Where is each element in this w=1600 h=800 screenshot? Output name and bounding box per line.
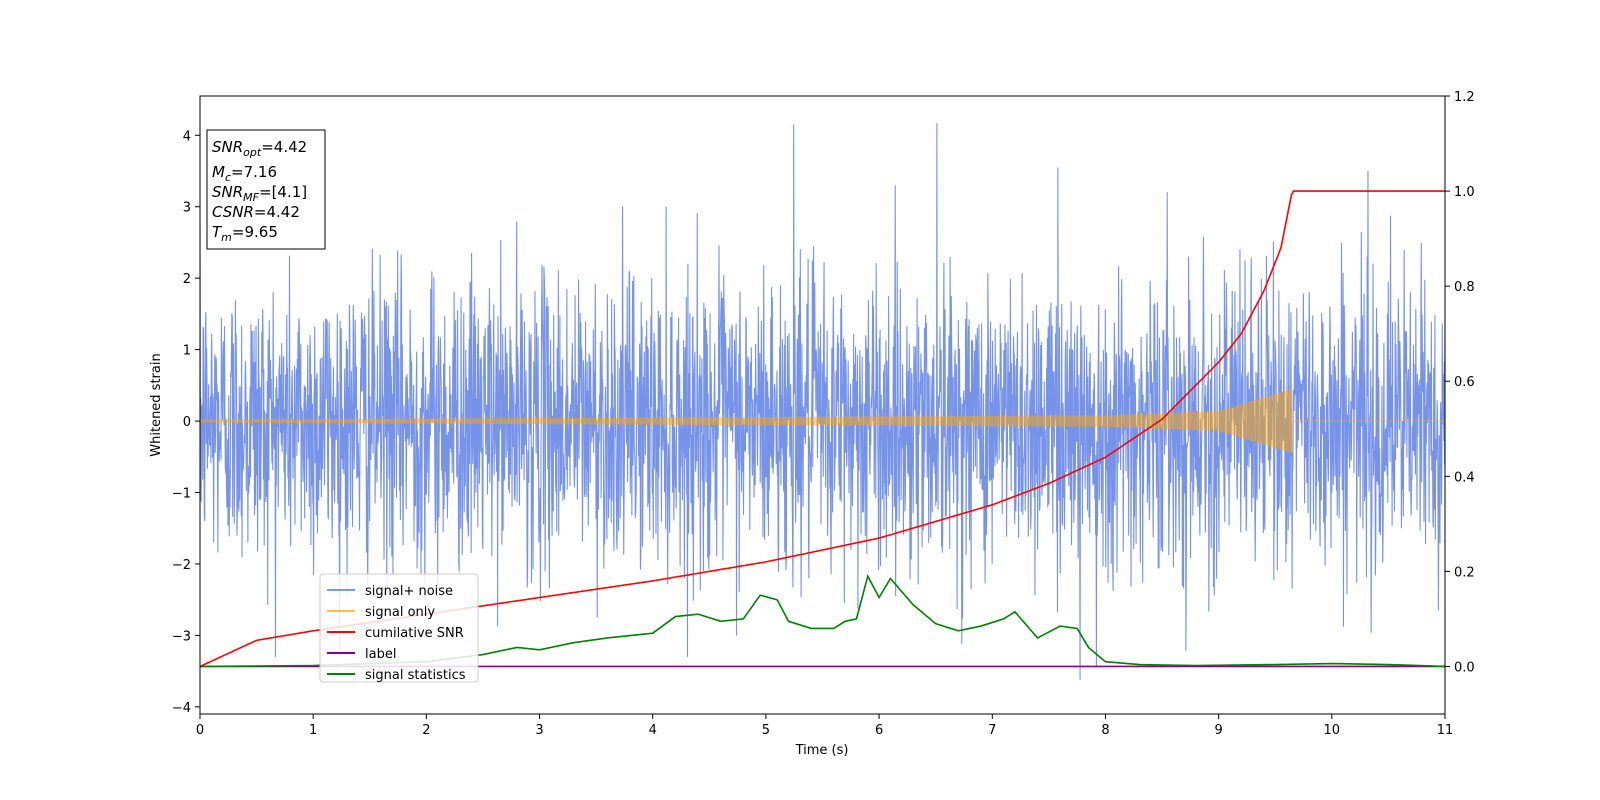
y2-tick-label: 0.2 <box>1454 565 1475 580</box>
info-subscript: opt <box>243 146 262 159</box>
signal-noise-series <box>200 123 1445 680</box>
x-tick-label: 2 <box>422 723 430 738</box>
y-tick-label: −2 <box>172 558 191 573</box>
legend-label: signal+ noise <box>365 584 453 599</box>
y2-tick-label: 0.6 <box>1454 375 1475 390</box>
legend-label: label <box>365 647 396 662</box>
x-tick-label: 0 <box>196 723 204 738</box>
y-tick-label: −1 <box>172 487 191 502</box>
info-value: =[4.1] <box>259 183 307 201</box>
y-axis-ticks: 4 3 2 1 0 −1 −2 −3 −4 <box>172 129 200 716</box>
y-tick-label: 0 <box>183 415 191 430</box>
signal-statistics-line <box>200 573 1445 668</box>
y-tick-label: 1 <box>183 344 191 359</box>
x-tick-label: 1 <box>309 723 317 738</box>
info-symbol: CSNR <box>212 203 254 221</box>
y2-axis-ticks: 1.2 1.0 0.8 0.6 0.4 0.2 0.0 <box>1445 90 1475 675</box>
x-axis-label: Time (s) <box>795 743 849 758</box>
signal-only-line <box>200 389 1445 454</box>
info-symbol: T <box>212 223 223 241</box>
legend-label: signal statistics <box>365 668 466 683</box>
legend-label: signal only <box>365 605 435 620</box>
y2-tick-label: 0.8 <box>1454 280 1475 295</box>
y-tick-label: −3 <box>172 629 191 644</box>
legend-frame <box>319 573 479 683</box>
signal-only-series <box>200 389 1445 454</box>
y2-tick-label: 0.0 <box>1454 660 1475 675</box>
info-box-line: Mc=7.16 <box>212 163 277 184</box>
info-box: SNRopt=4.42Mc=7.16SNRMF=[4.1]CSNR=4.42Tm… <box>206 129 326 250</box>
y2-tick-label: 0.4 <box>1454 470 1475 485</box>
info-value: =4.42 <box>254 203 300 221</box>
legend: signal+ noise signal only cumilative SNR la… <box>319 573 479 683</box>
info-subscript: MF <box>243 191 259 204</box>
info-box-line: Tm=9.65 <box>212 223 278 244</box>
info-box-frame <box>206 129 326 250</box>
info-box-line: CSNR=4.42 <box>212 203 300 221</box>
info-box-line: SNRopt=4.42 <box>212 138 307 159</box>
x-axis-ticks: 0 1 2 3 4 5 6 7 8 9 10 11 <box>196 714 1453 738</box>
y-tick-label: 3 <box>183 201 191 216</box>
info-symbol: SNR <box>212 138 243 156</box>
legend-label: cumilative SNR <box>365 626 464 641</box>
y-tick-label: 2 <box>183 272 191 287</box>
plot-frame <box>199 95 1446 715</box>
info-subscript: m <box>221 231 232 244</box>
x-tick-label: 4 <box>649 723 657 738</box>
info-symbol: M <box>212 163 225 181</box>
info-box-line: SNRMF=[4.1] <box>212 183 307 204</box>
y-axis-label: Whitened strain <box>149 353 164 456</box>
x-tick-label: 9 <box>1214 723 1222 738</box>
x-tick-label: 7 <box>988 723 996 738</box>
x-tick-label: 8 <box>1101 723 1109 738</box>
info-value: =4.42 <box>261 138 307 156</box>
signal-statistics-series <box>200 573 1445 668</box>
y2-tick-label: 1.2 <box>1454 90 1475 105</box>
x-tick-label: 6 <box>875 723 883 738</box>
info-symbol: SNR <box>212 183 243 201</box>
info-value: =7.16 <box>231 163 277 181</box>
x-tick-label: 10 <box>1324 723 1341 738</box>
y-tick-label: 4 <box>183 129 191 144</box>
x-tick-label: 5 <box>762 723 770 738</box>
x-tick-label: 11 <box>1437 723 1454 738</box>
x-tick-label: 3 <box>535 723 543 738</box>
info-value: =9.65 <box>232 223 278 241</box>
y2-tick-label: 1.0 <box>1454 185 1475 200</box>
y-tick-label: −4 <box>172 701 191 716</box>
info-subscript: c <box>225 171 231 184</box>
signal-noise-line <box>200 123 1445 680</box>
